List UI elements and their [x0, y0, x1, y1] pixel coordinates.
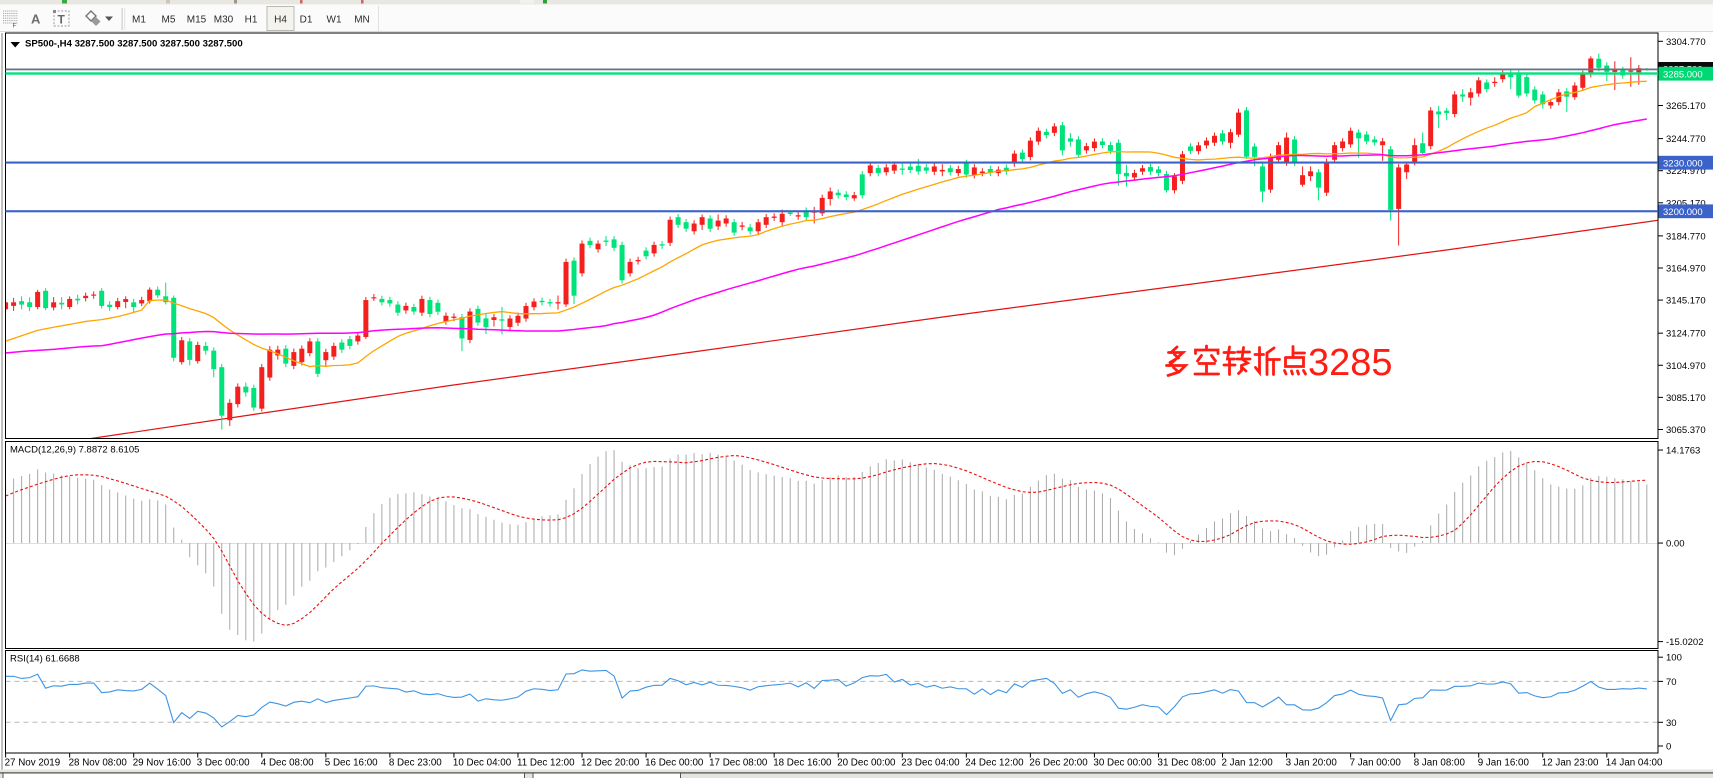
- svg-text:18 Dec 16:00: 18 Dec 16:00: [773, 758, 832, 769]
- svg-text:8 Dec 23:00: 8 Dec 23:00: [389, 758, 442, 769]
- svg-text:3065.370: 3065.370: [1666, 425, 1706, 436]
- svg-text:30: 30: [1666, 718, 1677, 729]
- svg-text:4 Dec 08:00: 4 Dec 08:00: [261, 758, 314, 769]
- svg-text:SP500-,H4 3287.500 3287.500 3: SP500-,H4 3287.500 3287.500 3287.500 328…: [25, 39, 243, 50]
- svg-text:3124.770: 3124.770: [1666, 329, 1706, 340]
- svg-text:3164.970: 3164.970: [1666, 263, 1706, 274]
- svg-text:3205.170: 3205.170: [1666, 198, 1706, 209]
- svg-text:5 Dec 16:00: 5 Dec 16:00: [325, 758, 378, 769]
- svg-text:F: F: [13, 23, 17, 30]
- svg-text:T: T: [58, 13, 66, 27]
- svg-text:70: 70: [1666, 677, 1677, 688]
- svg-text:M1: M1: [132, 15, 146, 26]
- svg-text:26 Dec 20:00: 26 Dec 20:00: [1029, 758, 1088, 769]
- svg-text:31 Dec 08:00: 31 Dec 08:00: [1158, 758, 1217, 769]
- svg-text:MN: MN: [354, 15, 370, 26]
- svg-text:-15.0202: -15.0202: [1666, 637, 1704, 648]
- svg-text:12 Dec 20:00: 12 Dec 20:00: [581, 758, 640, 769]
- svg-text:11 Dec 12:00: 11 Dec 12:00: [517, 758, 575, 769]
- svg-text:14.1763: 14.1763: [1666, 446, 1700, 457]
- svg-text:3 Dec 00:00: 3 Dec 00:00: [197, 758, 250, 769]
- svg-text:29 Nov 16:00: 29 Nov 16:00: [133, 758, 192, 769]
- svg-text:M15: M15: [187, 15, 207, 26]
- svg-text:3200.000: 3200.000: [1663, 207, 1703, 218]
- svg-text:3085.170: 3085.170: [1666, 393, 1706, 404]
- svg-text:23 Dec 04:00: 23 Dec 04:00: [901, 758, 960, 769]
- svg-text:30 Dec 00:00: 30 Dec 00:00: [1093, 758, 1152, 769]
- svg-text:D1: D1: [300, 15, 313, 26]
- svg-text:RSI(14) 61.6688: RSI(14) 61.6688: [10, 654, 80, 665]
- svg-text:3285: 3285: [1308, 342, 1393, 384]
- svg-text:3265.170: 3265.170: [1666, 101, 1706, 112]
- svg-text:H1: H1: [245, 15, 258, 26]
- svg-text:3285.000: 3285.000: [1663, 70, 1703, 81]
- svg-text:H4: H4: [274, 15, 287, 26]
- svg-text:24 Dec 12:00: 24 Dec 12:00: [965, 758, 1024, 769]
- svg-text:3104.970: 3104.970: [1666, 361, 1706, 372]
- svg-text:3 Jan 20:00: 3 Jan 20:00: [1286, 758, 1338, 769]
- svg-text:8 Jan 08:00: 8 Jan 08:00: [1414, 758, 1466, 769]
- svg-text:M5: M5: [162, 15, 176, 26]
- svg-text:0.00: 0.00: [1666, 539, 1685, 550]
- svg-text:14 Jan 04:00: 14 Jan 04:00: [1606, 758, 1663, 769]
- svg-text:12 Jan 23:00: 12 Jan 23:00: [1542, 758, 1599, 769]
- svg-text:9 Jan 16:00: 9 Jan 16:00: [1478, 758, 1530, 769]
- svg-text:10 Dec 04:00: 10 Dec 04:00: [453, 758, 512, 769]
- svg-text:MACD(12,26,9) 7.8872 8.6105: MACD(12,26,9) 7.8872 8.6105: [10, 445, 139, 456]
- svg-text:3145.170: 3145.170: [1666, 296, 1706, 307]
- svg-text:20 Dec 00:00: 20 Dec 00:00: [837, 758, 896, 769]
- svg-text:3184.770: 3184.770: [1666, 231, 1706, 242]
- svg-text:W1: W1: [327, 15, 342, 26]
- svg-text:3244.770: 3244.770: [1666, 134, 1706, 145]
- svg-text:3230.000: 3230.000: [1663, 159, 1703, 170]
- svg-text:27 Nov 2019: 27 Nov 2019: [5, 758, 61, 769]
- svg-text:A: A: [31, 12, 41, 27]
- svg-text:28 Nov 08:00: 28 Nov 08:00: [69, 758, 128, 769]
- svg-text:3304.770: 3304.770: [1666, 37, 1706, 48]
- svg-text:16 Dec 00:00: 16 Dec 00:00: [645, 758, 704, 769]
- svg-text:2 Jan 12:00: 2 Jan 12:00: [1222, 758, 1274, 769]
- svg-text:7 Jan 00:00: 7 Jan 00:00: [1350, 758, 1402, 769]
- svg-text:0: 0: [1666, 742, 1671, 753]
- svg-text:17 Dec 08:00: 17 Dec 08:00: [709, 758, 768, 769]
- svg-text:M30: M30: [214, 15, 234, 26]
- svg-text:3224.970: 3224.970: [1666, 166, 1706, 177]
- svg-text:100: 100: [1666, 653, 1682, 664]
